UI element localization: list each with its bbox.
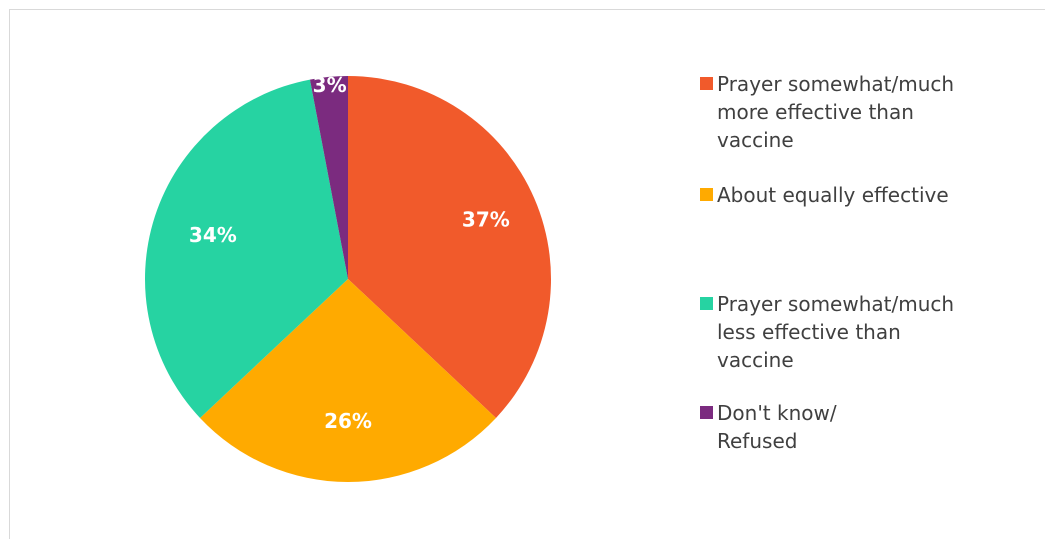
legend-item-dont-know-refused: Don't know/ Refused	[700, 399, 1037, 455]
chart-frame	[9, 9, 1045, 539]
slice-value-label-equally-effective: 26%	[324, 409, 372, 433]
legend-label-equally-effective: About equally effective	[717, 183, 949, 207]
pie-slice-equally-effective	[200, 279, 496, 483]
legend-label-dont-know-refused: Don't know/ Refused	[717, 401, 837, 453]
pie-slice-dont-know-refused	[309, 76, 348, 279]
legend-swatch-equally-effective	[700, 188, 713, 201]
pie-slice-prayer-more-effective	[348, 76, 551, 418]
legend-item-equally-effective: About equally effective	[700, 181, 1037, 209]
slice-value-label-prayer-less-effective: 34%	[189, 223, 237, 247]
legend-label-prayer-more-effective: Prayer somewhat/much more effective than…	[717, 72, 955, 152]
legend-item-prayer-more-effective: Prayer somewhat/much more effective than…	[700, 70, 1037, 154]
legend-item-prayer-less-effective: Prayer somewhat/much less effective than…	[700, 290, 1037, 374]
legend-swatch-prayer-less-effective	[700, 297, 713, 310]
legend-label-prayer-less-effective: Prayer somewhat/much less effective than…	[717, 292, 955, 372]
slice-value-label-dont-know-refused: 3%	[313, 73, 347, 97]
legend-swatch-dont-know-refused	[700, 406, 713, 419]
legend-swatch-prayer-more-effective	[700, 77, 713, 90]
slice-value-label-prayer-more-effective: 37%	[462, 207, 510, 231]
pie-slice-prayer-less-effective	[144, 79, 348, 418]
